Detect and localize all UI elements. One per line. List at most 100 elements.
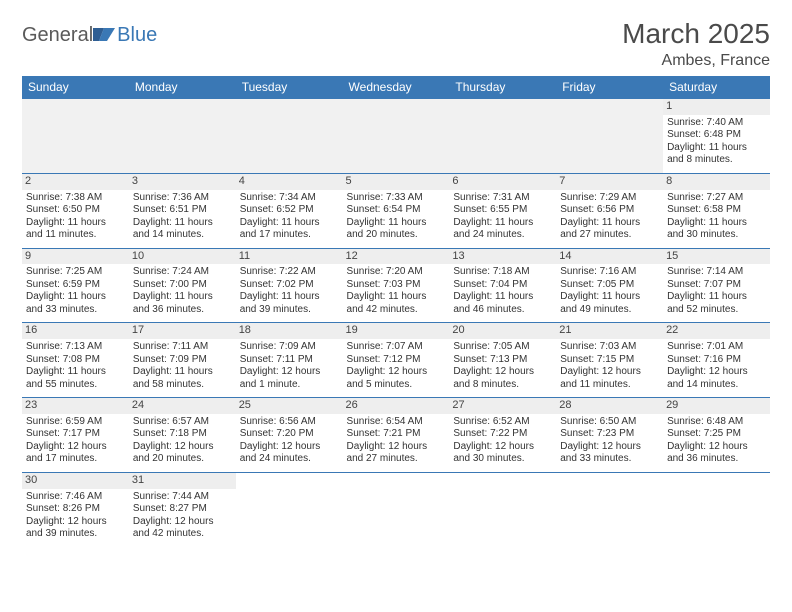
day-cell: 14Sunrise: 7:16 AMSunset: 7:05 PMDayligh… bbox=[556, 248, 663, 323]
day-number: 3 bbox=[129, 174, 236, 190]
day2-text: and 20 minutes. bbox=[133, 453, 232, 466]
day-number: 10 bbox=[129, 249, 236, 265]
day-cell: 28Sunrise: 6:50 AMSunset: 7:23 PMDayligh… bbox=[556, 398, 663, 473]
day-number: 7 bbox=[556, 174, 663, 190]
day2-text: and 39 minutes. bbox=[240, 304, 339, 317]
day-number: 4 bbox=[236, 174, 343, 190]
day1-text: Daylight: 11 hours bbox=[133, 366, 232, 379]
day2-text: and 30 minutes. bbox=[667, 229, 766, 242]
day-number: 6 bbox=[449, 174, 556, 190]
sunrise-text: Sunrise: 7:24 AM bbox=[133, 266, 232, 279]
day1-text: Daylight: 11 hours bbox=[26, 291, 125, 304]
day2-text: and 17 minutes. bbox=[240, 229, 339, 242]
day-cell: 4Sunrise: 7:34 AMSunset: 6:52 PMDaylight… bbox=[236, 173, 343, 248]
sunset-text: Sunset: 7:18 PM bbox=[133, 428, 232, 441]
day-cell: 22Sunrise: 7:01 AMSunset: 7:16 PMDayligh… bbox=[663, 323, 770, 398]
day-cell bbox=[236, 472, 343, 546]
day-cell: 16Sunrise: 7:13 AMSunset: 7:08 PMDayligh… bbox=[22, 323, 129, 398]
sunrise-text: Sunrise: 7:09 AM bbox=[240, 341, 339, 354]
day-number: 26 bbox=[343, 398, 450, 414]
day-cell: 25Sunrise: 6:56 AMSunset: 7:20 PMDayligh… bbox=[236, 398, 343, 473]
day-number: 30 bbox=[22, 473, 129, 489]
sunset-text: Sunset: 7:11 PM bbox=[240, 354, 339, 367]
day1-text: Daylight: 12 hours bbox=[133, 441, 232, 454]
sunrise-text: Sunrise: 7:05 AM bbox=[453, 341, 552, 354]
day2-text: and 5 minutes. bbox=[347, 379, 446, 392]
day2-text: and 11 minutes. bbox=[560, 379, 659, 392]
sunrise-text: Sunrise: 7:40 AM bbox=[667, 117, 766, 130]
day1-text: Daylight: 11 hours bbox=[240, 217, 339, 230]
day2-text: and 14 minutes. bbox=[133, 229, 232, 242]
day-header: Monday bbox=[129, 76, 236, 99]
sunrise-text: Sunrise: 7:36 AM bbox=[133, 192, 232, 205]
day2-text: and 27 minutes. bbox=[347, 453, 446, 466]
day-number: 19 bbox=[343, 323, 450, 339]
day1-text: Daylight: 11 hours bbox=[347, 291, 446, 304]
sunrise-text: Sunrise: 7:14 AM bbox=[667, 266, 766, 279]
day-number: 21 bbox=[556, 323, 663, 339]
sunset-text: Sunset: 7:20 PM bbox=[240, 428, 339, 441]
day-header-row: SundayMondayTuesdayWednesdayThursdayFrid… bbox=[22, 76, 770, 99]
day-number: 23 bbox=[22, 398, 129, 414]
day-number: 15 bbox=[663, 249, 770, 265]
day2-text: and 52 minutes. bbox=[667, 304, 766, 317]
sunrise-text: Sunrise: 7:18 AM bbox=[453, 266, 552, 279]
day1-text: Daylight: 12 hours bbox=[240, 441, 339, 454]
day2-text: and 24 minutes. bbox=[240, 453, 339, 466]
day-header: Friday bbox=[556, 76, 663, 99]
sunset-text: Sunset: 7:07 PM bbox=[667, 279, 766, 292]
day-header: Sunday bbox=[22, 76, 129, 99]
day2-text: and 33 minutes. bbox=[560, 453, 659, 466]
sunset-text: Sunset: 7:04 PM bbox=[453, 279, 552, 292]
day2-text: and 49 minutes. bbox=[560, 304, 659, 317]
day-cell: 6Sunrise: 7:31 AMSunset: 6:55 PMDaylight… bbox=[449, 173, 556, 248]
day-cell bbox=[449, 99, 556, 174]
day1-text: Daylight: 12 hours bbox=[347, 366, 446, 379]
sunset-text: Sunset: 7:21 PM bbox=[347, 428, 446, 441]
sunrise-text: Sunrise: 7:20 AM bbox=[347, 266, 446, 279]
day2-text: and 27 minutes. bbox=[560, 229, 659, 242]
day-cell: 30Sunrise: 7:46 AMSunset: 8:26 PMDayligh… bbox=[22, 472, 129, 546]
day-number: 5 bbox=[343, 174, 450, 190]
day-cell: 5Sunrise: 7:33 AMSunset: 6:54 PMDaylight… bbox=[343, 173, 450, 248]
sunset-text: Sunset: 7:16 PM bbox=[667, 354, 766, 367]
day-number: 8 bbox=[663, 174, 770, 190]
day-number: 14 bbox=[556, 249, 663, 265]
day-cell bbox=[343, 99, 450, 174]
day2-text: and 17 minutes. bbox=[26, 453, 125, 466]
day-cell: 31Sunrise: 7:44 AMSunset: 8:27 PMDayligh… bbox=[129, 472, 236, 546]
sunrise-text: Sunrise: 7:01 AM bbox=[667, 341, 766, 354]
sunrise-text: Sunrise: 7:25 AM bbox=[26, 266, 125, 279]
sunset-text: Sunset: 6:48 PM bbox=[667, 129, 766, 142]
day1-text: Daylight: 12 hours bbox=[560, 441, 659, 454]
day-cell: 10Sunrise: 7:24 AMSunset: 7:00 PMDayligh… bbox=[129, 248, 236, 323]
sunrise-text: Sunrise: 7:13 AM bbox=[26, 341, 125, 354]
day1-text: Daylight: 12 hours bbox=[26, 441, 125, 454]
day-number: 17 bbox=[129, 323, 236, 339]
day-cell: 8Sunrise: 7:27 AMSunset: 6:58 PMDaylight… bbox=[663, 173, 770, 248]
sunrise-text: Sunrise: 7:03 AM bbox=[560, 341, 659, 354]
sunset-text: Sunset: 6:55 PM bbox=[453, 204, 552, 217]
day2-text: and 55 minutes. bbox=[26, 379, 125, 392]
sunset-text: Sunset: 6:59 PM bbox=[26, 279, 125, 292]
day-cell: 1Sunrise: 7:40 AMSunset: 6:48 PMDaylight… bbox=[663, 99, 770, 174]
day-cell bbox=[22, 99, 129, 174]
location-label: Ambes, France bbox=[622, 52, 770, 70]
day-cell: 13Sunrise: 7:18 AMSunset: 7:04 PMDayligh… bbox=[449, 248, 556, 323]
day2-text: and 58 minutes. bbox=[133, 379, 232, 392]
day-cell bbox=[556, 99, 663, 174]
sunset-text: Sunset: 7:25 PM bbox=[667, 428, 766, 441]
sunrise-text: Sunrise: 6:52 AM bbox=[453, 416, 552, 429]
day-header: Saturday bbox=[663, 76, 770, 99]
sunrise-text: Sunrise: 7:07 AM bbox=[347, 341, 446, 354]
week-row: 16Sunrise: 7:13 AMSunset: 7:08 PMDayligh… bbox=[22, 323, 770, 398]
sunset-text: Sunset: 6:58 PM bbox=[667, 204, 766, 217]
day1-text: Daylight: 11 hours bbox=[453, 291, 552, 304]
sunrise-text: Sunrise: 7:22 AM bbox=[240, 266, 339, 279]
day1-text: Daylight: 11 hours bbox=[133, 217, 232, 230]
day1-text: Daylight: 12 hours bbox=[347, 441, 446, 454]
day-number: 9 bbox=[22, 249, 129, 265]
day-cell: 12Sunrise: 7:20 AMSunset: 7:03 PMDayligh… bbox=[343, 248, 450, 323]
day-number: 16 bbox=[22, 323, 129, 339]
day-cell: 17Sunrise: 7:11 AMSunset: 7:09 PMDayligh… bbox=[129, 323, 236, 398]
